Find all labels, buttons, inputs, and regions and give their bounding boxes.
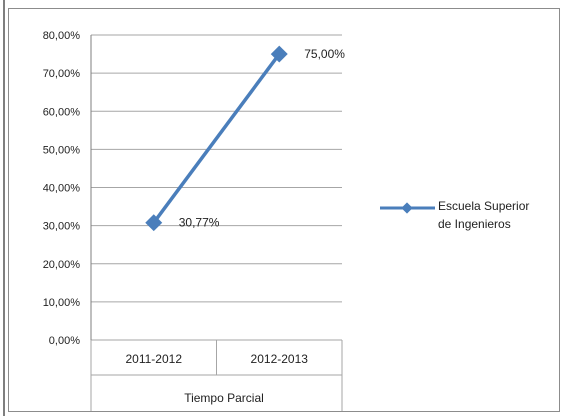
y-tick-labels: 0,00% 10,00% 20,00% 30,00% 40,00% 50,00% 60,00… (43, 30, 81, 347)
legend: Escuela Superior de Ingenieros (380, 199, 529, 231)
series-line (152, 53, 281, 224)
data-label: 75,00% (304, 47, 345, 61)
x-category-labels: 2011-2012 2012-2013 (126, 352, 309, 366)
x-group-label: Tiempo Parcial (184, 391, 264, 405)
legend-label-line-2: de Ingenieros (438, 217, 511, 231)
data-point-marker (145, 214, 163, 232)
legend-label-line-1: Escuela Superior (438, 199, 529, 213)
window-edge (3, 0, 5, 416)
y-tick-label: 70,00% (43, 68, 81, 80)
x-category-label: 2012-2013 (251, 352, 309, 366)
y-tick-label: 40,00% (43, 183, 81, 195)
x-category-label: 2011-2012 (126, 352, 183, 366)
y-tick-label: 80,00% (43, 30, 81, 42)
gridlines (91, 34, 342, 341)
y-tick-label: 0,00% (49, 335, 80, 347)
line-chart: 0,00% 10,00% 20,00% 30,00% 40,00% 50,00% 60,00… (43, 30, 529, 411)
axes (90, 35, 343, 411)
y-tick-label: 50,00% (43, 144, 81, 156)
series-lines (152, 53, 281, 224)
data-labels: 30,77% 75,00% (179, 47, 346, 230)
chart-area: 0,00% 10,00% 20,00% 30,00% 40,00% 50,00% 60,00… (8, 8, 560, 412)
y-tick-label: 30,00% (43, 221, 81, 233)
data-label: 30,77% (179, 216, 220, 230)
legend-diamond-marker (401, 202, 413, 214)
y-tick-label: 10,00% (43, 297, 81, 309)
y-tick-label: 60,00% (43, 106, 81, 118)
y-tick-label: 20,00% (43, 259, 81, 271)
